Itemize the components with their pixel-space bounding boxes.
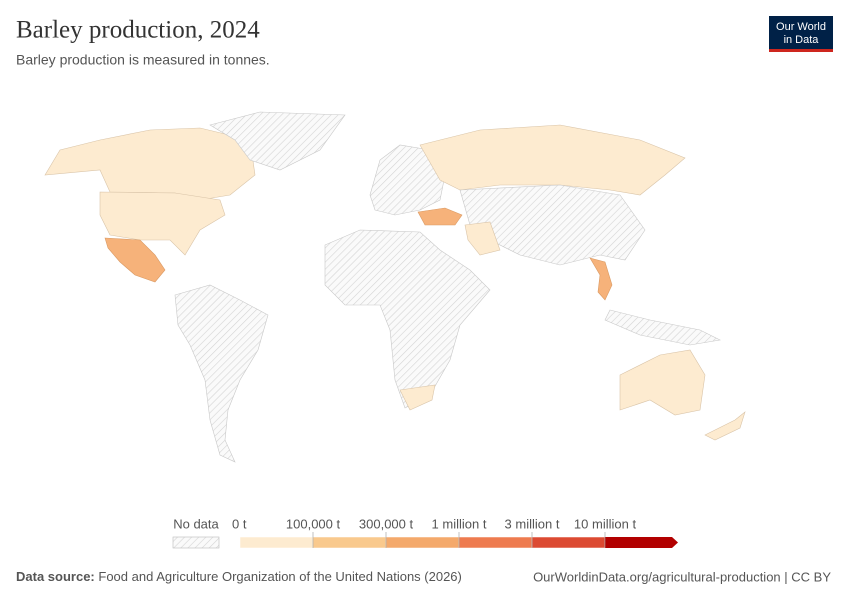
- southeast-asia: [604, 309, 721, 346]
- legend-label: 100,000 t: [286, 516, 341, 531]
- south-africa: [399, 384, 436, 411]
- title: Barley production, 2024: [16, 17, 260, 44]
- south-america: [174, 284, 269, 463]
- source: Data source: Food and Agriculture Organi…: [16, 569, 462, 584]
- legend-label: 1 million t: [432, 516, 487, 531]
- legend-swatch: [531, 536, 606, 549]
- europe: [369, 144, 446, 216]
- new-zealand: [704, 411, 746, 441]
- legend-swatch: [605, 537, 678, 548]
- logo-text: Our World: [776, 21, 826, 33]
- russia: [419, 124, 686, 196]
- canada-alaska: [44, 127, 256, 201]
- legend-label: No data: [173, 516, 219, 531]
- legend-label: 300,000 t: [359, 516, 414, 531]
- logo: Our World in Data: [769, 16, 833, 52]
- legend-label: 3 million t: [505, 516, 560, 531]
- legend-swatch: [385, 536, 460, 549]
- map: [44, 111, 746, 463]
- legend-label: 0 t: [232, 516, 247, 531]
- turkey: [417, 207, 463, 226]
- legend-swatch: [172, 536, 220, 549]
- legend: No data 0 t 100,000 t 300,000 t 1 million t…: [172, 516, 678, 549]
- iran: [464, 221, 501, 256]
- greenland: [209, 111, 346, 171]
- australia: [619, 349, 706, 416]
- logo-text: in Data: [784, 34, 820, 46]
- legend-swatch: [239, 536, 314, 549]
- mexico: [104, 237, 166, 283]
- legend-swatch: [312, 536, 387, 549]
- source-text: Food and Agriculture Organization of the…: [98, 569, 462, 584]
- usa: [99, 191, 226, 256]
- vietnam: [589, 257, 613, 301]
- legend-swatch: [458, 536, 533, 549]
- legend-label: 10 million t: [574, 516, 637, 531]
- source-url: OurWorldinData.org/agricultural-producti…: [533, 569, 831, 584]
- source-label: Data source:: [16, 569, 95, 584]
- africa: [324, 229, 491, 409]
- subtitle: Barley production is measured in tonnes.: [16, 52, 270, 68]
